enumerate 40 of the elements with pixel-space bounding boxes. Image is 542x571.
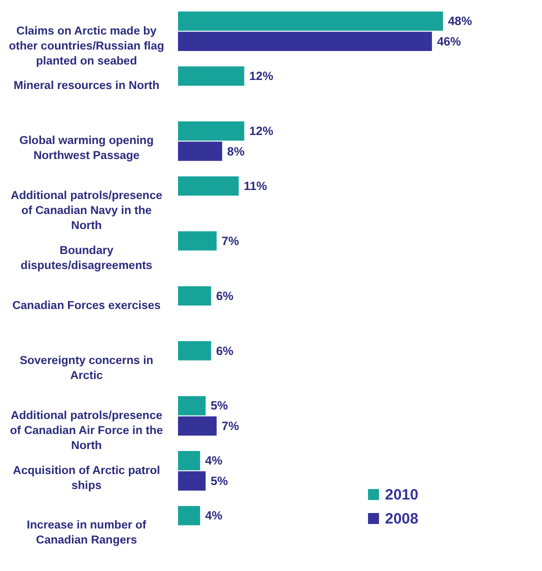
y-tick-label: Mineral resources in North bbox=[14, 80, 160, 92]
legend-label: 2010 bbox=[385, 486, 418, 504]
data-label: 12% bbox=[249, 69, 274, 84]
bar bbox=[178, 451, 200, 470]
bar bbox=[178, 32, 432, 52]
bar bbox=[178, 416, 217, 436]
data-label: 5% bbox=[210, 474, 228, 488]
data-label: 7% bbox=[222, 418, 240, 433]
legend-label: 2008 bbox=[385, 510, 418, 528]
y-tick-label: Canadian Forces exercises bbox=[12, 300, 161, 312]
data-label: 6% bbox=[216, 288, 234, 303]
y-tick-label: Acquisition of Arctic patrol ships bbox=[12, 464, 160, 492]
bar bbox=[178, 471, 206, 491]
data-label: 12% bbox=[249, 124, 274, 138]
y-tick-label: Boundary disputes/disagreements bbox=[20, 245, 152, 272]
bar bbox=[178, 142, 222, 161]
bar bbox=[178, 11, 443, 31]
bar bbox=[178, 231, 217, 251]
y-tick-label: Increase in number of Canadian Rangers bbox=[26, 520, 146, 547]
y-tick-label: Additional patrols/presence of Canadian Air Force in the North bbox=[10, 410, 163, 452]
y-tick-label: Additional patrols/presence of Canadian Navy in the North bbox=[10, 190, 162, 232]
bar bbox=[178, 341, 212, 360]
data-label: 8% bbox=[227, 144, 245, 158]
y-tick-label: Global warming opening Northwest Passage bbox=[19, 135, 154, 162]
y-tick-label: Sovereignty concerns in Arctic bbox=[20, 354, 154, 382]
data-label: 46% bbox=[436, 34, 462, 48]
data-label: 7% bbox=[222, 234, 240, 248]
bar bbox=[178, 121, 244, 141]
bar bbox=[178, 286, 212, 306]
data-label: 4% bbox=[205, 454, 223, 468]
data-label: 6% bbox=[216, 344, 234, 358]
y-tick-label: Claims on Arctic made by other countries/Russian flag planted on seabed bbox=[8, 25, 164, 68]
bar bbox=[178, 506, 200, 526]
bar bbox=[178, 66, 244, 86]
bar bbox=[178, 396, 206, 416]
data-label: 5% bbox=[210, 398, 228, 413]
data-label: 11% bbox=[244, 178, 268, 193]
data-label: 48% bbox=[448, 14, 472, 28]
data-label: 4% bbox=[205, 508, 223, 523]
bar bbox=[178, 176, 239, 196]
